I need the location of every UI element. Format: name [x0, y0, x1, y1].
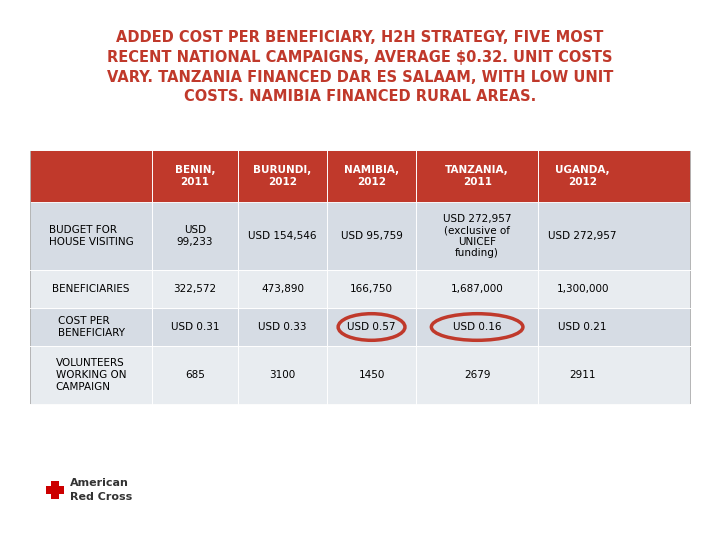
Text: USD 154,546: USD 154,546	[248, 231, 317, 241]
Bar	[46, 481, 64, 499]
Text: BURUNDI,
2012: BURUNDI, 2012	[253, 165, 312, 187]
Text: 2911: 2911	[570, 370, 596, 380]
Text: USD 0.16: USD 0.16	[453, 322, 501, 332]
Bar	[30, 202, 690, 270]
Bar	[30, 346, 690, 404]
Text: 3100: 3100	[269, 370, 296, 380]
Text: 685: 685	[185, 370, 205, 380]
Bar	[30, 270, 690, 308]
Circle shape	[45, 480, 65, 500]
Text: USD 0.31: USD 0.31	[171, 322, 220, 332]
Bar	[30, 150, 690, 404]
Text: 473,890: 473,890	[261, 284, 304, 294]
Text: BUDGET FOR
HOUSE VISITING: BUDGET FOR HOUSE VISITING	[49, 225, 133, 247]
Text: 166,750: 166,750	[350, 284, 393, 294]
Text: USD 0.21: USD 0.21	[559, 322, 607, 332]
Bar	[46, 486, 64, 494]
Text: American
Red Cross: American Red Cross	[70, 478, 132, 502]
Text: USD 272,957: USD 272,957	[549, 231, 617, 241]
Text: USD 0.57: USD 0.57	[347, 322, 396, 332]
Text: UGANDA,
2012: UGANDA, 2012	[555, 165, 610, 187]
Bar	[30, 308, 690, 346]
Bar	[51, 481, 59, 499]
Text: 322,572: 322,572	[174, 284, 217, 294]
Text: COST PER
BENEFICIARY: COST PER BENEFICIARY	[58, 316, 125, 338]
Text: NAMIBIA,
2012: NAMIBIA, 2012	[344, 165, 399, 187]
Text: 2679: 2679	[464, 370, 490, 380]
Text: USD 272,957
(exclusive of
UNICEF
funding): USD 272,957 (exclusive of UNICEF funding…	[443, 214, 511, 259]
Text: USD 0.33: USD 0.33	[258, 322, 307, 332]
Text: 1,687,000: 1,687,000	[451, 284, 503, 294]
Bar	[30, 150, 690, 202]
Text: VOLUNTEERS
WORKING ON
CAMPAIGN: VOLUNTEERS WORKING ON CAMPAIGN	[56, 357, 126, 393]
Text: TANZANIA,
2011: TANZANIA, 2011	[445, 165, 509, 187]
Bar	[46, 486, 64, 494]
Text: BENEFICIARIES: BENEFICIARIES	[53, 284, 130, 294]
Text: ADDED COST PER BENEFICIARY, H2H STRATEGY, FIVE MOST
RECENT NATIONAL CAMPAIGNS, A: ADDED COST PER BENEFICIARY, H2H STRATEGY…	[107, 30, 613, 104]
Bar	[51, 481, 59, 499]
Text: 1,300,000: 1,300,000	[557, 284, 609, 294]
Text: USD 95,759: USD 95,759	[341, 231, 402, 241]
Text: 1450: 1450	[359, 370, 384, 380]
Text: USD
99,233: USD 99,233	[176, 225, 213, 247]
Text: BENIN,
2011: BENIN, 2011	[175, 165, 215, 187]
